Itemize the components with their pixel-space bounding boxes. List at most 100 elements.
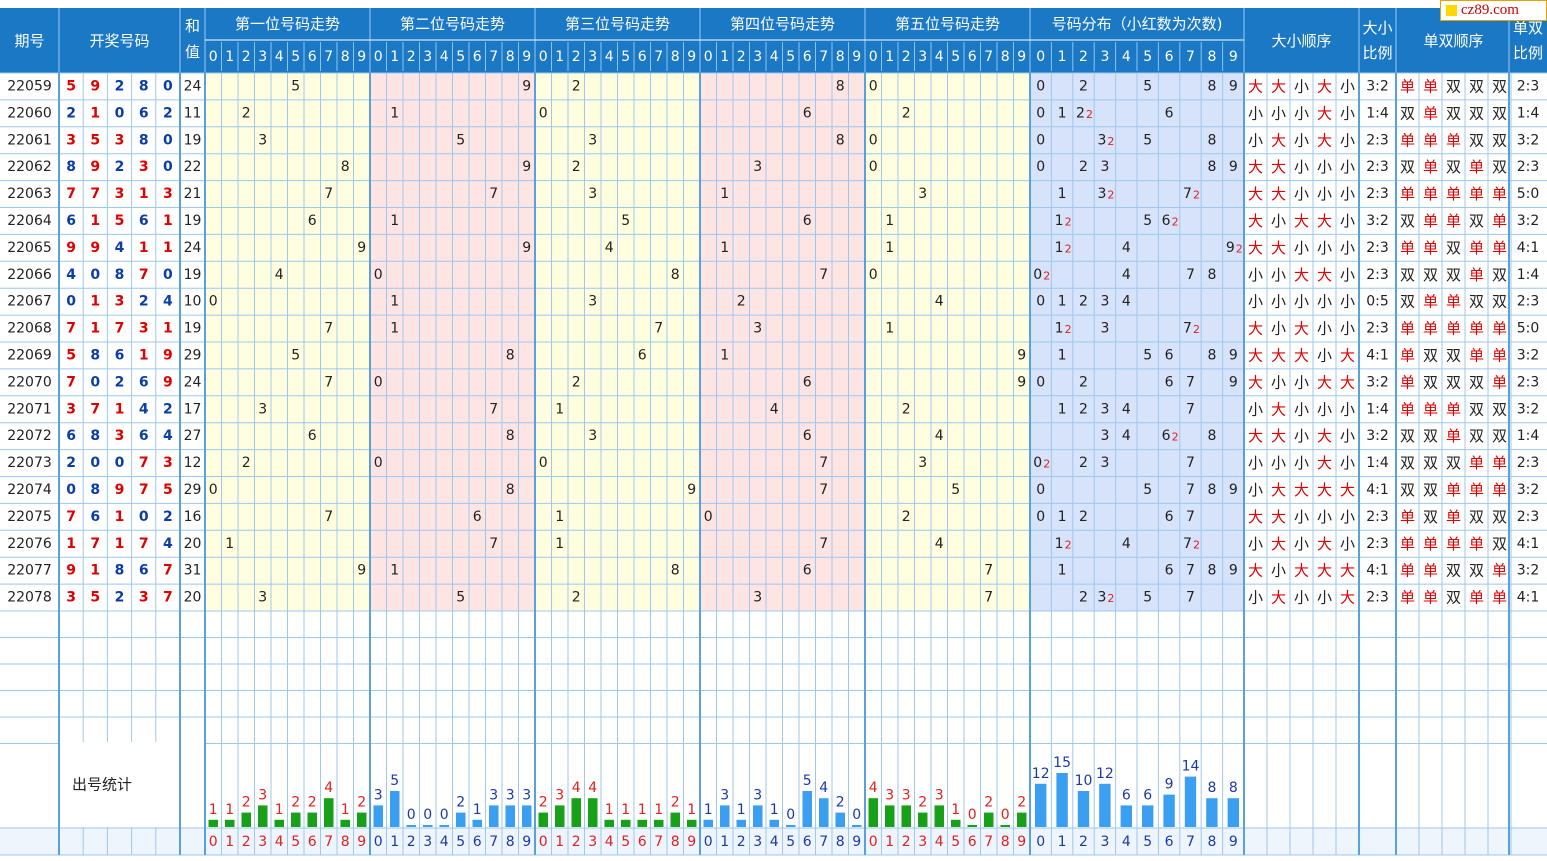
size-order-mark: 小 <box>1248 293 1263 311</box>
parity-ratio-header: 单双 <box>1513 19 1543 37</box>
stat-bar <box>1077 791 1090 827</box>
issue-number: 22059 <box>7 78 52 94</box>
stat-count: 0 <box>852 807 861 823</box>
issue-number: 22078 <box>7 590 52 606</box>
draw-header: 开奖号码 <box>89 32 149 50</box>
distribution-digit: 0 <box>1036 132 1045 148</box>
size-ratio-value: 2:3 <box>1366 240 1389 256</box>
distribution-digit: 4 <box>1122 401 1131 417</box>
sum-value: 24 <box>184 374 202 390</box>
size-ratio-value: 1:4 <box>1366 105 1389 121</box>
digit-header: 4 <box>935 49 944 65</box>
size-order-mark: 小 <box>1317 293 1332 311</box>
distribution-digit: 1 <box>1058 294 1067 310</box>
trend-digit: 6 <box>803 213 812 229</box>
distribution-digit: 2 <box>1079 509 1088 525</box>
distribution-digit: 2 <box>1079 294 1088 310</box>
issue-number: 22076 <box>7 536 52 552</box>
stat-digit-label: 1 <box>225 834 234 850</box>
trend-digit: 3 <box>753 590 762 606</box>
stat-digit-label: 1 <box>390 834 399 850</box>
stat-count: 3 <box>258 787 267 803</box>
stat-bar <box>307 812 317 827</box>
stat-count: 3 <box>555 787 564 803</box>
trend-digit: 0 <box>869 159 878 175</box>
trend-digit: 4 <box>605 240 614 256</box>
digit-header: 0 <box>1036 49 1045 65</box>
parity-order-mark: 双 <box>1423 346 1438 364</box>
stat-digit-label: 9 <box>1017 834 1026 850</box>
size-order-mark: 小 <box>1317 158 1332 176</box>
size-order-mark: 大 <box>1317 454 1332 472</box>
site-logo[interactable]: cz89.com <box>1440 0 1547 21</box>
issue-number: 22067 <box>7 294 52 310</box>
size-order-mark: 大 <box>1248 508 1263 526</box>
draw-number: 5 <box>163 482 173 498</box>
size-order-mark: 小 <box>1340 77 1355 95</box>
trend-digit: 1 <box>720 186 729 202</box>
trend-digit: 1 <box>720 240 729 256</box>
parity-order-mark: 双 <box>1469 400 1484 418</box>
distribution-digit: 2 <box>1079 401 1088 417</box>
parity-order-mark: 单 <box>1446 293 1461 311</box>
digit-header: 0 <box>869 49 878 65</box>
draw-number: 0 <box>115 105 125 121</box>
trend-digit: 8 <box>506 428 515 444</box>
stat-bar <box>225 819 235 827</box>
trend-digit: 9 <box>522 159 531 175</box>
stat-digit-label: 8 <box>1207 834 1216 850</box>
stat-count: 10 <box>1075 773 1093 789</box>
parity-order-mark: 单 <box>1400 535 1415 553</box>
draw-number: 0 <box>90 374 100 390</box>
stat-digit-label: 9 <box>852 834 861 850</box>
parity-order-mark: 单 <box>1492 346 1507 364</box>
stat-count: 3 <box>489 787 498 803</box>
size-order-mark: 大 <box>1248 427 1263 445</box>
parity-order-mark: 双 <box>1492 266 1507 284</box>
parity-order-mark: 单 <box>1446 320 1461 338</box>
digit-header: 1 <box>390 49 399 65</box>
draw-number: 1 <box>115 509 125 525</box>
parity-ratio-value: 2:3 <box>1517 374 1540 390</box>
parity-order-mark: 双 <box>1446 454 1461 472</box>
parity-order-header: 单双顺序 <box>1423 32 1483 50</box>
issue-number: 22064 <box>7 213 52 229</box>
issue-number: 22070 <box>7 374 52 390</box>
trend-digit: 3 <box>588 186 597 202</box>
digit-header: 3 <box>1100 49 1109 65</box>
sum-header: 值 <box>185 43 200 61</box>
draw-number: 9 <box>90 78 100 94</box>
size-order-mark: 小 <box>1340 400 1355 418</box>
size-order-mark: 小 <box>1248 481 1263 499</box>
stat-digit-label: 5 <box>786 834 795 850</box>
draw-number: 6 <box>139 374 149 390</box>
trend-digit: 7 <box>489 186 498 202</box>
parity-ratio-value: 2:3 <box>1517 509 1540 525</box>
size-order-mark: 大 <box>1271 346 1286 364</box>
digit-header: 6 <box>638 49 647 65</box>
digit-header: 2 <box>737 49 746 65</box>
draw-number: 5 <box>90 132 100 148</box>
sum-value: 27 <box>184 428 202 444</box>
draw-number: 7 <box>163 590 173 606</box>
trend-digit: 1 <box>225 536 234 552</box>
parity-order-mark: 单 <box>1423 562 1438 580</box>
draw-number: 9 <box>90 240 100 256</box>
digit-header: 6 <box>803 49 812 65</box>
draw-number: 1 <box>163 240 173 256</box>
stat-bar <box>1056 773 1068 827</box>
draw-number: 7 <box>90 401 100 417</box>
draw-number: 7 <box>163 563 173 579</box>
stat-bar <box>934 805 944 827</box>
stat-bar <box>967 825 977 827</box>
sum-value: 29 <box>184 347 202 363</box>
distribution-digit: 0 <box>1036 509 1045 525</box>
digit-header: 1 <box>225 49 234 65</box>
draw-number: 1 <box>90 294 100 310</box>
stat-count: 1 <box>704 802 713 818</box>
trend-digit: 0 <box>209 294 218 310</box>
stat-bar <box>868 798 878 827</box>
distribution-digit: 1 <box>1055 213 1064 229</box>
stat-digit-label: 5 <box>291 834 300 850</box>
trend-digit: 5 <box>456 590 465 606</box>
